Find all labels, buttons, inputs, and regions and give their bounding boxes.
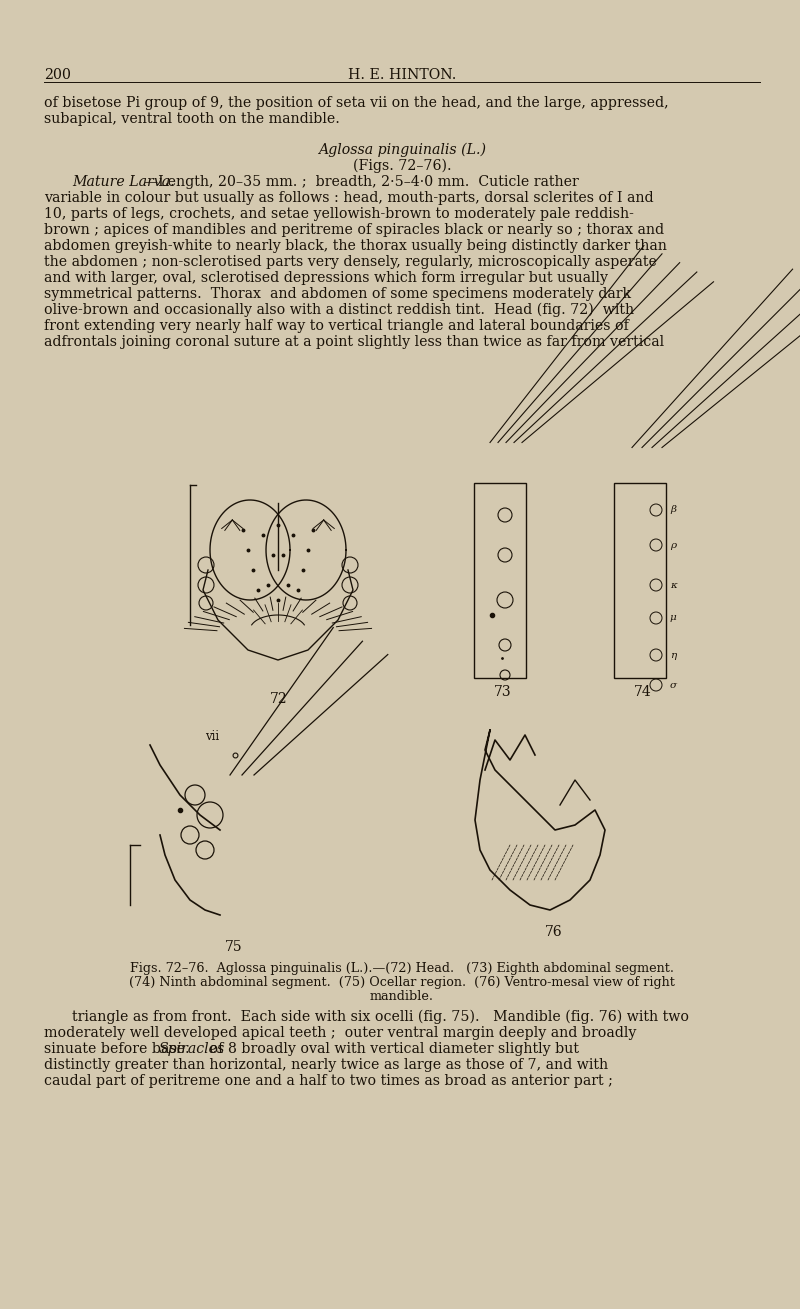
Text: olive-brown and occasionally also with a distinct reddish tint.  Head (fig. 72) : olive-brown and occasionally also with a…: [44, 302, 634, 317]
Text: abdomen greyish-white to nearly black, the thorax usually being distinctly darke: abdomen greyish-white to nearly black, t…: [44, 240, 667, 253]
Text: mandible.: mandible.: [370, 990, 434, 1003]
Text: η: η: [670, 651, 676, 660]
Text: variable in colour but usually as follows : head, mouth-parts, dorsal sclerites : variable in colour but usually as follow…: [44, 191, 654, 206]
Text: 74: 74: [634, 686, 652, 699]
Text: brown ; apices of mandibles and peritreme of spiracles black or nearly so ; thor: brown ; apices of mandibles and peritrem…: [44, 223, 664, 237]
Text: symmetrical patterns.  Thorax  and abdomen of some specimens moderately dark: symmetrical patterns. Thorax and abdomen…: [44, 287, 631, 301]
Text: 75: 75: [225, 940, 242, 954]
Text: (Figs. 72–76).: (Figs. 72–76).: [353, 158, 451, 173]
Text: distinctly greater than horizontal, nearly twice as large as those of 7, and wit: distinctly greater than horizontal, near…: [44, 1058, 608, 1072]
Text: caudal part of peritreme one and a half to two times as broad as anterior part ;: caudal part of peritreme one and a half …: [44, 1073, 613, 1088]
Text: of bisetose Pi group of 9, the position of seta vii on the head, and the large, : of bisetose Pi group of 9, the position …: [44, 96, 669, 110]
Text: (74) Ninth abdominal segment.  (75) Ocellar region.  (76) Ventro-mesal view of r: (74) Ninth abdominal segment. (75) Ocell…: [129, 977, 675, 990]
Text: Aglossa pinguinalis (L.): Aglossa pinguinalis (L.): [318, 143, 486, 157]
Text: adfrontals joining coronal suture at a point slightly less than twice as far fro: adfrontals joining coronal suture at a p…: [44, 335, 664, 350]
Text: H. E. HINTON.: H. E. HINTON.: [348, 68, 456, 82]
Text: Spiracles: Spiracles: [158, 1042, 225, 1056]
Text: sinuate before base.: sinuate before base.: [44, 1042, 198, 1056]
Text: subapical, ventral tooth on the mandible.: subapical, ventral tooth on the mandible…: [44, 113, 340, 126]
Text: ρ: ρ: [670, 541, 676, 550]
Text: of 8 broadly oval with vertical diameter slightly but: of 8 broadly oval with vertical diameter…: [205, 1042, 579, 1056]
Bar: [614, 483, 666, 678]
Text: 72: 72: [270, 692, 288, 706]
Text: σ: σ: [670, 681, 677, 690]
Bar: [474, 483, 526, 678]
Text: and with larger, oval, sclerotised depressions which form irregular but usually: and with larger, oval, sclerotised depre…: [44, 271, 608, 285]
Text: Mature Larva.: Mature Larva.: [72, 175, 174, 188]
Text: μ: μ: [670, 614, 677, 623]
Text: 10, parts of legs, crochets, and setae yellowish-brown to moderately pale reddis: 10, parts of legs, crochets, and setae y…: [44, 207, 634, 221]
Text: triangle as from front.  Each side with six ocelli (fig. 75).   Mandible (fig. 7: triangle as from front. Each side with s…: [72, 1011, 689, 1025]
Text: 73: 73: [494, 686, 512, 699]
Text: moderately well developed apical teeth ;  outer ventral margin deeply and broadl: moderately well developed apical teeth ;…: [44, 1026, 636, 1039]
Text: 200: 200: [44, 68, 71, 82]
Text: Figs. 72–76.  Aglossa pinguinalis (L.).—(72) Head.   (73) Eighth abdominal segme: Figs. 72–76. Aglossa pinguinalis (L.).—(…: [130, 962, 674, 975]
Text: 76: 76: [545, 925, 562, 939]
Text: the abdomen ; non-sclerotised parts very densely, regularly, microscopically asp: the abdomen ; non-sclerotised parts very…: [44, 255, 657, 270]
Text: κ: κ: [670, 580, 677, 589]
Text: vii: vii: [205, 730, 219, 744]
Text: —Length, 20–35 mm. ;  breadth, 2·5–4·0 mm.  Cuticle rather: —Length, 20–35 mm. ; breadth, 2·5–4·0 mm…: [144, 175, 578, 188]
Text: front extending very nearly half way to vertical triangle and lateral boundaries: front extending very nearly half way to …: [44, 319, 629, 332]
Text: β: β: [670, 505, 676, 514]
